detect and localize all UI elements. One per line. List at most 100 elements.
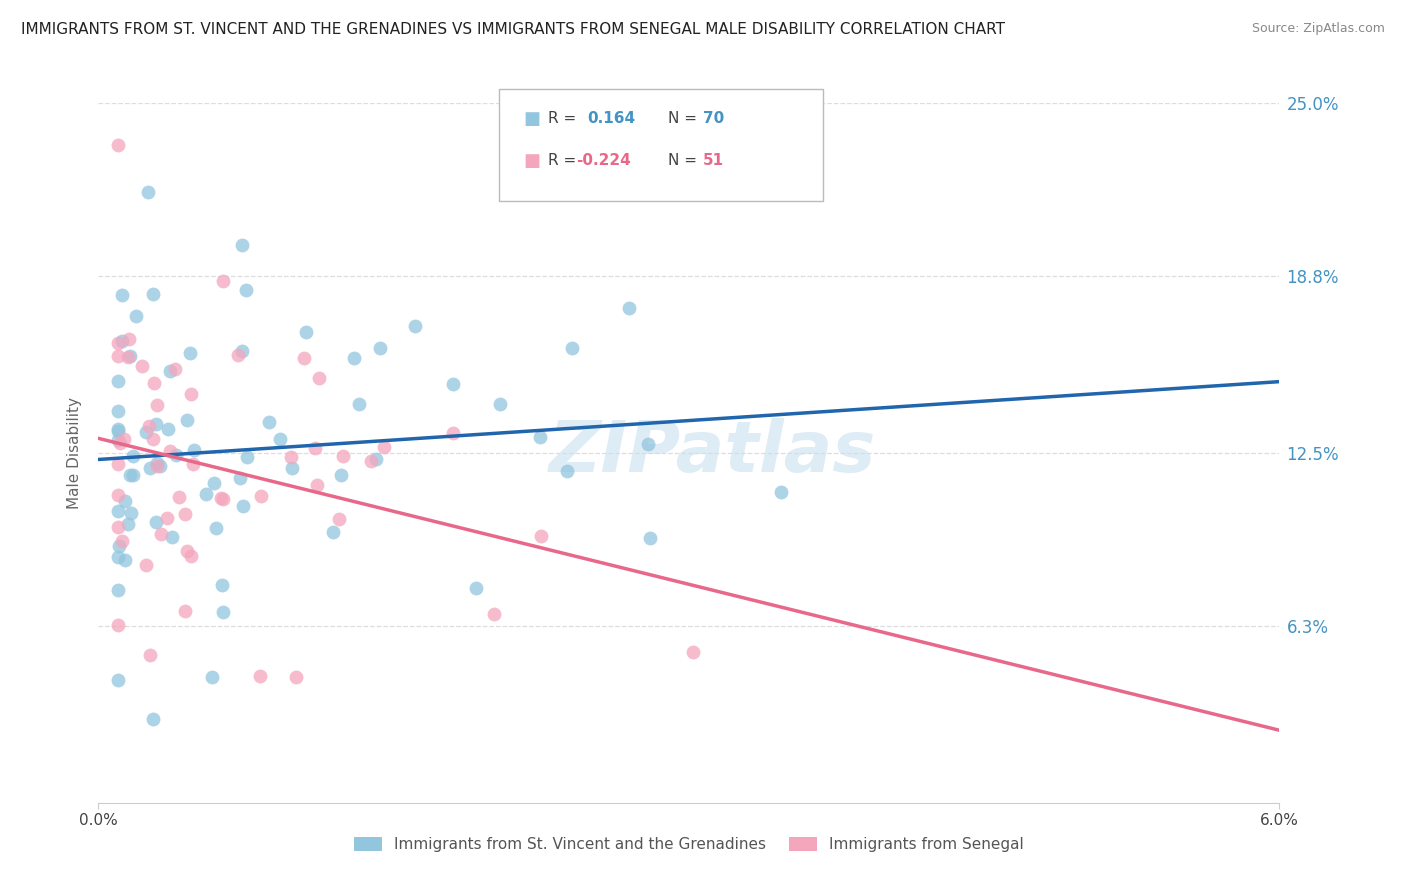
- Point: [107, 550, 129, 565]
- Point: [107, 487, 129, 501]
- Point: [122, 449, 145, 463]
- Point: [465, 581, 488, 595]
- Point: [156, 511, 179, 525]
- Text: ZIPatlas: ZIPatlas: [548, 418, 876, 487]
- Point: [107, 137, 129, 152]
- Point: [307, 478, 329, 492]
- Point: [181, 458, 204, 472]
- Point: [107, 374, 129, 388]
- Text: N =: N =: [668, 153, 697, 168]
- Point: [145, 417, 167, 431]
- Point: [209, 491, 232, 505]
- Point: [125, 309, 148, 323]
- Text: ■: ■: [523, 110, 540, 128]
- Point: [231, 343, 253, 358]
- Point: [114, 553, 136, 567]
- Text: 70: 70: [703, 112, 724, 126]
- Point: [211, 491, 233, 506]
- Point: [165, 362, 187, 376]
- Point: [135, 425, 157, 439]
- Legend: Immigrants from St. Vincent and the Grenadines, Immigrants from Senegal: Immigrants from St. Vincent and the Gren…: [349, 830, 1029, 858]
- Point: [373, 441, 395, 455]
- Point: [226, 348, 249, 362]
- Point: [108, 539, 131, 553]
- Point: [212, 605, 235, 619]
- Point: [165, 448, 187, 462]
- Point: [561, 341, 583, 355]
- Point: [107, 335, 129, 350]
- Point: [180, 549, 202, 563]
- Point: [107, 421, 129, 435]
- Point: [195, 487, 218, 501]
- Point: [484, 607, 506, 621]
- Point: [159, 444, 181, 458]
- Text: IMMIGRANTS FROM ST. VINCENT AND THE GRENADINES VS IMMIGRANTS FROM SENEGAL MALE D: IMMIGRANTS FROM ST. VINCENT AND THE GREN…: [21, 22, 1005, 37]
- Point: [120, 506, 142, 520]
- Point: [201, 670, 224, 684]
- Text: R =: R =: [548, 112, 576, 126]
- Point: [229, 471, 252, 485]
- Point: [183, 442, 205, 457]
- Point: [235, 283, 257, 297]
- Point: [145, 459, 167, 474]
- Point: [146, 456, 169, 470]
- Point: [107, 673, 129, 687]
- Point: [145, 515, 167, 529]
- Point: [107, 349, 129, 363]
- Point: [441, 377, 464, 392]
- Point: [114, 494, 136, 508]
- Point: [231, 238, 253, 252]
- Point: [139, 461, 162, 475]
- Point: [211, 578, 233, 592]
- Point: [441, 426, 464, 441]
- Point: [142, 712, 165, 726]
- Point: [107, 504, 129, 518]
- Point: [149, 458, 172, 473]
- Point: [107, 617, 129, 632]
- Point: [292, 351, 315, 366]
- Point: [281, 461, 304, 475]
- Point: [120, 349, 142, 363]
- Point: [366, 452, 388, 467]
- Point: [117, 350, 139, 364]
- Point: [530, 529, 553, 543]
- Point: [111, 334, 134, 349]
- Point: [529, 430, 551, 444]
- Point: [111, 287, 134, 301]
- Point: [202, 475, 225, 490]
- Point: [555, 464, 578, 478]
- Point: [138, 419, 160, 434]
- Point: [159, 364, 181, 378]
- Point: [176, 413, 198, 427]
- Point: [118, 331, 141, 345]
- Point: [112, 432, 135, 446]
- Point: [142, 432, 165, 446]
- Point: [179, 345, 201, 359]
- Point: [167, 490, 190, 504]
- Point: [404, 318, 426, 333]
- Point: [204, 521, 226, 535]
- Point: [329, 468, 352, 483]
- Point: [489, 397, 512, 411]
- Point: [107, 425, 129, 439]
- Point: [332, 449, 354, 463]
- Text: N =: N =: [668, 112, 697, 126]
- Point: [111, 534, 134, 549]
- Text: -0.224: -0.224: [576, 153, 631, 168]
- Point: [280, 450, 302, 464]
- Point: [250, 489, 273, 503]
- Point: [149, 527, 172, 541]
- Point: [176, 543, 198, 558]
- Point: [117, 517, 139, 532]
- Point: [162, 529, 184, 543]
- Text: Source: ZipAtlas.com: Source: ZipAtlas.com: [1251, 22, 1385, 36]
- Point: [142, 376, 165, 391]
- Point: [342, 351, 364, 365]
- Point: [156, 422, 179, 436]
- Point: [180, 387, 202, 401]
- Y-axis label: Male Disability: Male Disability: [67, 397, 83, 508]
- Point: [107, 404, 129, 418]
- Point: [308, 371, 330, 385]
- Point: [146, 398, 169, 412]
- Text: R =: R =: [548, 153, 576, 168]
